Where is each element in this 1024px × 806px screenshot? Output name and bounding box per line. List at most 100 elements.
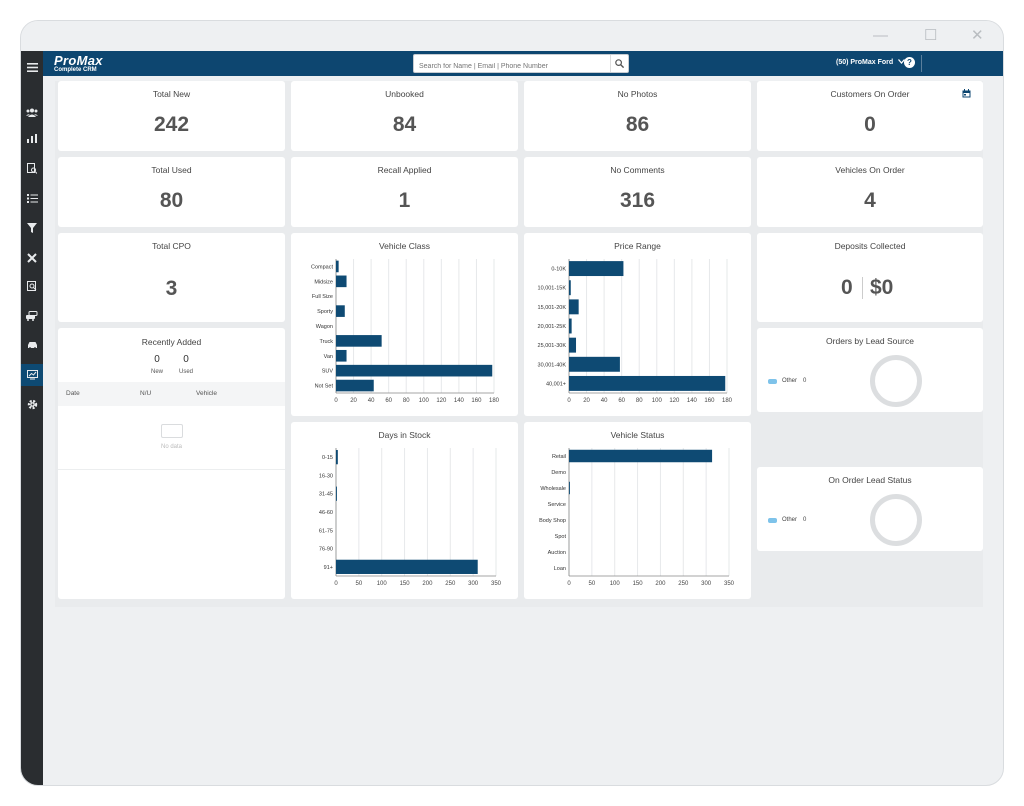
- deposits-collected-card[interactable]: Deposits Collected 0 $0: [757, 233, 983, 322]
- minimize-icon[interactable]: —: [873, 27, 888, 44]
- chart-title: Price Range: [614, 241, 661, 251]
- stat-card-unbooked[interactable]: Unbooked 84: [291, 81, 518, 151]
- x-tick-label: 180: [489, 398, 500, 404]
- stat-card-total-cpo[interactable]: Total CPO 3: [58, 233, 285, 322]
- column-nu[interactable]: N/U: [140, 390, 152, 397]
- bar[interactable]: [336, 450, 338, 465]
- stat-card-customers-on-order[interactable]: Customers On Order 0: [757, 81, 983, 151]
- stat-card-no-comments[interactable]: No Comments 316: [524, 157, 751, 227]
- users-icon[interactable]: [21, 101, 43, 123]
- chevron-down-icon: [898, 59, 906, 64]
- stat-value: 3: [165, 277, 178, 300]
- dealer-selector[interactable]: (50) ProMax Ford: [836, 59, 906, 66]
- category-label: Body Shop: [539, 518, 566, 524]
- title-bar: — ☐ ✕: [21, 21, 1003, 51]
- bar[interactable]: [569, 449, 713, 463]
- search-icon[interactable]: [610, 55, 628, 72]
- legend-label[interactable]: Other: [782, 517, 798, 523]
- bar[interactable]: [336, 335, 382, 347]
- close-icon[interactable]: ✕: [971, 27, 984, 44]
- x-tick-label: 20: [350, 398, 357, 404]
- bar[interactable]: [336, 486, 337, 501]
- document-search-icon[interactable]: [21, 275, 43, 297]
- x-tick-label: 100: [377, 581, 388, 587]
- used-label: Used: [178, 369, 193, 375]
- x-tick-label: 250: [678, 581, 689, 587]
- category-label: Spot: [555, 534, 567, 540]
- new-count: 0: [154, 354, 160, 365]
- x-tick-label: 20: [583, 398, 590, 404]
- category-label: Truck: [319, 339, 333, 345]
- maximize-icon[interactable]: ☐: [924, 27, 938, 44]
- bar[interactable]: [336, 559, 478, 574]
- stat-label: No Comments: [610, 165, 665, 175]
- category-label: 40,001+: [546, 381, 566, 387]
- category-label: Wholesale: [540, 486, 566, 492]
- bar[interactable]: [569, 375, 726, 391]
- stat-card-recall-applied[interactable]: Recall Applied 1: [291, 157, 518, 227]
- stat-card-total-new[interactable]: Total New 242: [58, 81, 285, 151]
- table-divider: [58, 469, 285, 470]
- bar[interactable]: [569, 318, 572, 334]
- x-tick-label: 150: [633, 581, 644, 587]
- bar[interactable]: [336, 379, 374, 392]
- bar[interactable]: [336, 275, 347, 288]
- bar[interactable]: [569, 280, 571, 296]
- no-data-text: No data: [160, 444, 182, 450]
- app-window: — ☐ ✕: [20, 20, 1004, 786]
- bar[interactable]: [569, 337, 577, 353]
- bar[interactable]: [569, 261, 624, 277]
- x-tick-label: 150: [400, 581, 411, 587]
- column-vehicle[interactable]: Vehicle: [196, 390, 217, 397]
- cars-icon[interactable]: [21, 305, 43, 327]
- bar-chart-icon[interactable]: [21, 127, 43, 149]
- search-input[interactable]: [414, 58, 610, 75]
- lead-status-title: On Order Lead Status: [828, 475, 912, 485]
- bar[interactable]: [336, 364, 493, 377]
- days-in-stock-chart: 0 50 100 150 200 250 300 350 0-15 16-30 31-45 46-60…: [319, 448, 502, 587]
- legend-value: 0: [803, 378, 807, 384]
- category-label: Midsize: [314, 279, 333, 285]
- x-tick-label: 160: [471, 398, 482, 404]
- help-icon[interactable]: ?: [904, 57, 915, 68]
- report-search-icon[interactable]: [21, 157, 43, 179]
- category-label: 76-90: [319, 547, 333, 553]
- empty-inbox-icon: [161, 424, 183, 438]
- price-range-chart: 0 20 40 60 80 100 120 140 160 180 0-10K 10,001-15K 1…: [538, 259, 733, 404]
- bar[interactable]: [336, 305, 345, 317]
- bar[interactable]: [569, 356, 620, 372]
- x-tick-label: 50: [589, 581, 596, 587]
- gear-icon[interactable]: [21, 393, 43, 415]
- x-tick-label: 350: [724, 581, 735, 587]
- x-tick-label: 0: [334, 581, 338, 587]
- category-label: 10,001-15K: [538, 286, 567, 292]
- stat-card-total-used[interactable]: Total Used 80: [58, 157, 285, 227]
- checklist-icon[interactable]: [21, 187, 43, 209]
- car-icon[interactable]: [21, 334, 43, 356]
- chart-title: Vehicle Status: [610, 430, 665, 440]
- orders-by-lead-source-card: Orders by Lead Source Other 0: [757, 328, 983, 412]
- stat-card-vehicles-on-order[interactable]: Vehicles On Order 4: [757, 157, 983, 227]
- stat-value: 1: [398, 189, 411, 212]
- category-label: 91+: [324, 565, 333, 571]
- dashboard-icon[interactable]: [21, 364, 43, 386]
- stat-label: Vehicles On Order: [835, 165, 905, 175]
- bar[interactable]: [569, 299, 579, 315]
- stat-value: 80: [159, 189, 184, 212]
- calendar-icon[interactable]: [962, 89, 971, 98]
- menu-icon[interactable]: [21, 56, 43, 78]
- bar[interactable]: [336, 349, 347, 362]
- legend-label[interactable]: Other: [782, 378, 798, 384]
- price-range-card: Price Range 0 20 40 60 80 100 120 140 160 180 0-10…: [524, 233, 751, 416]
- bar[interactable]: [569, 481, 570, 495]
- column-date[interactable]: Date: [66, 390, 80, 397]
- recent-table-header: Date N/U Vehicle: [58, 382, 285, 406]
- legend-swatch: [768, 518, 777, 523]
- filter-icon[interactable]: [21, 217, 43, 239]
- bar[interactable]: [336, 260, 339, 273]
- tools-icon[interactable]: [21, 247, 43, 269]
- stat-card-no-photos[interactable]: No Photos 86: [524, 81, 751, 151]
- logo-title: ProMax: [54, 53, 103, 68]
- vehicle-status-card: Vehicle Status 0 50 100 150 200 250 300 350 Reta…: [524, 422, 751, 599]
- category-label: 25,001-30K: [538, 343, 567, 349]
